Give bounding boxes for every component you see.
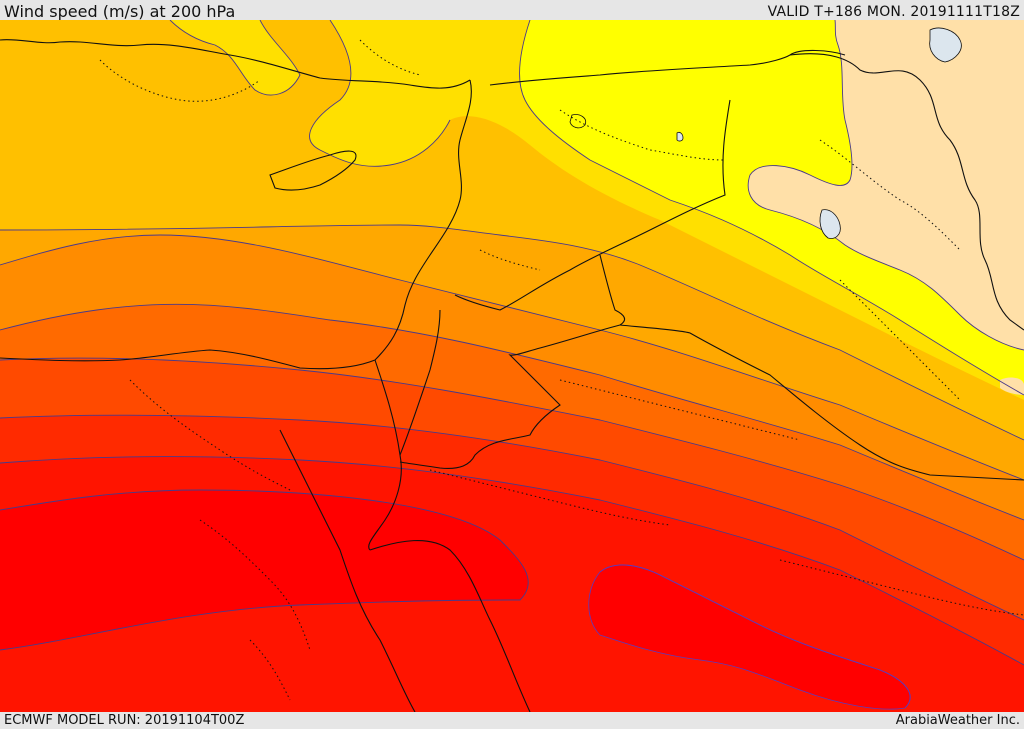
band-1-pocket — [1000, 377, 1024, 395]
province-boundaries — [99, 39, 1024, 701]
header-bar: Wind speed (m/s) at 200 hPa VALID T+186 … — [0, 0, 1024, 21]
map-area[interactable] — [0, 20, 1024, 712]
band-1 — [748, 20, 1024, 350]
valid-time: VALID T+186 MON. 20191111T18Z — [767, 4, 1020, 20]
band-3-north — [170, 20, 300, 95]
credit-label: ArabiaWeather Inc. — [895, 713, 1020, 728]
country-borders — [0, 39, 1024, 712]
lakes — [569, 27, 962, 239]
wind-speed-map — [0, 20, 1024, 712]
map-title: Wind speed (m/s) at 200 hPa — [4, 2, 236, 21]
footer-bar: ECMWF MODEL RUN: 20191104T00Z ArabiaWeat… — [0, 712, 1024, 729]
model-run-label: ECMWF MODEL RUN: 20191104T00Z — [4, 713, 245, 728]
